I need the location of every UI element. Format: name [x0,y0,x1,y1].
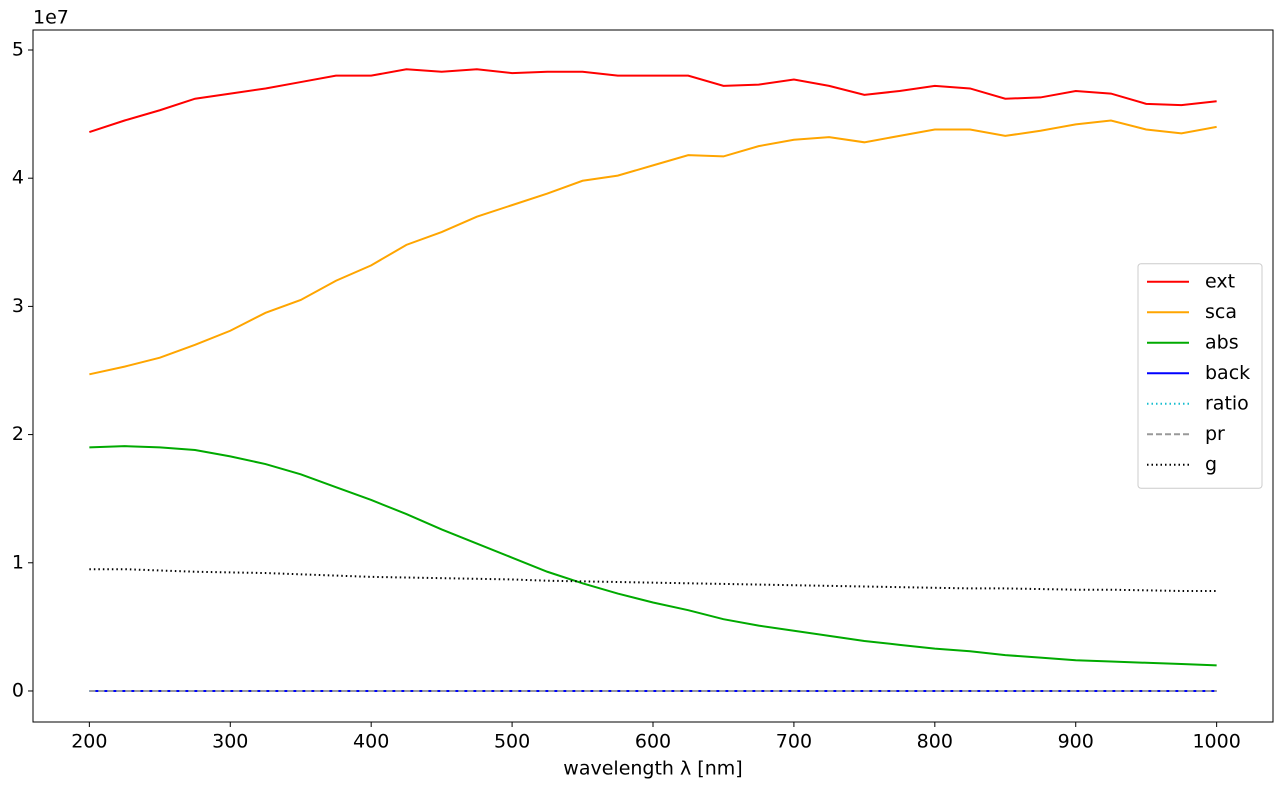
y-tick-label: 4 [12,167,24,189]
legend-label: pr [1205,423,1225,445]
legend-label: back [1205,362,1250,384]
legend-box [1137,263,1263,489]
series-line [89,568,1217,592]
series-line [89,445,1217,667]
y-tick-label: 0 [12,679,24,701]
y-tick-label: 1 [12,551,24,573]
y-offset-label: 1e7 [33,7,69,29]
legend-label: sca [1205,301,1237,323]
y-tick-label: 3 [12,295,24,317]
x-tick-label: 900 [1058,731,1094,753]
x-tick-label: 700 [776,731,812,753]
y-tick-label: 2 [12,423,24,445]
series-line [89,68,1217,133]
legend-label: ratio [1205,392,1249,414]
x-tick-label: 400 [353,731,389,753]
x-tick-label: 300 [212,731,248,753]
x-tick-label: 600 [635,731,671,753]
legend-label: ext [1205,270,1235,292]
x-tick-label: 1000 [1192,731,1240,753]
axes-frame [32,29,1274,723]
x-tick-label: 200 [71,731,107,753]
series-line [89,119,1217,376]
x-tick-label: 500 [494,731,530,753]
legend-label: abs [1205,331,1239,353]
x-tick-label: 800 [917,731,953,753]
legend-label: g [1205,453,1217,475]
y-tick-label: 5 [12,38,24,60]
x-axis-label: wavelength λ [nm] [563,758,742,780]
